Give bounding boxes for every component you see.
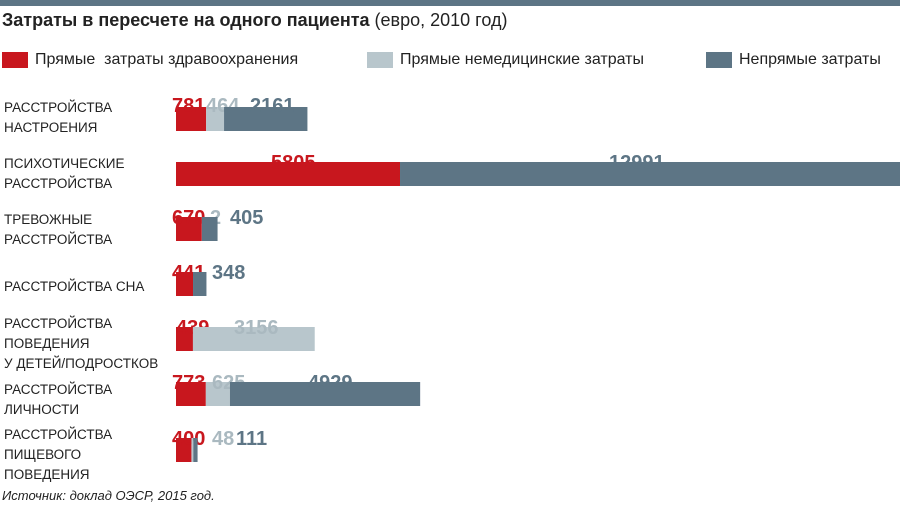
legend-swatch (706, 52, 732, 68)
bar-segment (206, 107, 225, 131)
value-label: 405 (230, 207, 263, 229)
category-label: РАССТРОЙСТВА (4, 316, 112, 331)
bar-segment (400, 162, 900, 186)
legend-label: Прямые затраты здравоохранения (35, 51, 299, 68)
category-label: РАССТРОЙСТВА (4, 232, 112, 247)
bar-segment (193, 272, 207, 296)
category-label: ПИЩЕВОГО (4, 447, 81, 462)
category-label: ТРЕВОЖНЫЕ (4, 212, 92, 227)
source-note: Источник: доклад ОЭСР, 2015 год. (2, 488, 215, 503)
category-label: РАССТРОЙСТВА (4, 100, 112, 115)
value-label: 781 (172, 95, 205, 117)
bar-segment (176, 438, 192, 462)
legend-swatch (367, 52, 393, 68)
value-label: 348 (212, 262, 245, 284)
category-label: ПОВЕДЕНИЯ (4, 467, 90, 482)
bar-segment (224, 107, 308, 131)
category-label: РАССТРОЙСТВА (4, 427, 112, 442)
bar-segment (176, 107, 207, 131)
value-label: 12991 (609, 152, 665, 174)
value-label: 5805 (271, 152, 316, 174)
value-label: 3156 (234, 317, 279, 339)
bar-segment (205, 382, 230, 406)
value-label: 4929 (308, 372, 353, 394)
bar-segment (229, 382, 421, 406)
bar-segment (201, 217, 218, 241)
legend-item-direct-nonmedical: Прямые немедицинские затраты (367, 49, 644, 71)
category-label: РАССТРОЙСТВА (4, 382, 112, 397)
bar-segment (176, 162, 401, 186)
value-label: 2161 (250, 95, 295, 117)
value-label: 400 (172, 428, 205, 450)
category-label: ПОВЕДЕНИЯ (4, 336, 90, 351)
value-label: 670 (172, 207, 205, 229)
top-accent-bar (0, 0, 900, 6)
legend-label: Непрямые затраты (739, 51, 881, 68)
bar-segment (176, 217, 202, 241)
title-unit: (евро, 2010 год) (369, 10, 508, 30)
bar-segment (176, 327, 193, 351)
legend-swatch (2, 52, 28, 68)
bar-segment (192, 327, 315, 351)
value-label: 48 (212, 428, 234, 450)
bar-segment (193, 438, 198, 462)
category-label: РАССТРОЙСТВА (4, 176, 112, 191)
category-label: ПСИХОТИЧЕСКИЕ (4, 156, 125, 171)
legend-item-direct-health: Прямые затраты здравоохранения (2, 49, 298, 71)
bar-segment (176, 382, 206, 406)
value-label: 111 (236, 428, 267, 450)
legend-label: Прямые немедицинские затраты (400, 51, 644, 68)
category-label: РАССТРОЙСТВА СНА (4, 279, 144, 294)
category-label: У ДЕТЕЙ/ПОДРОСТКОВ (4, 356, 158, 371)
chart-title: Затраты в пересчете на одного пациента (… (2, 10, 507, 31)
legend-item-indirect: Непрямые затраты (706, 49, 881, 71)
bar-segment (191, 438, 194, 462)
title-main: Затраты в пересчете на одного пациента (2, 10, 370, 30)
value-label: 773 (172, 372, 205, 394)
category-label: НАСТРОЕНИЯ (4, 120, 97, 135)
bar-segment (176, 272, 194, 296)
category-label: ЛИЧНОСТИ (4, 402, 79, 417)
